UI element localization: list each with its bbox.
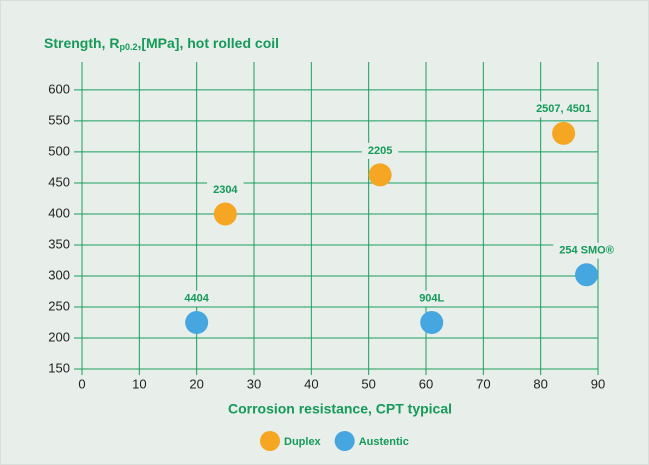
y-tick-label: 250: [48, 298, 70, 313]
chart-title: Strength, Rp0.2,[MPa], hot rolled coil: [44, 35, 279, 53]
x-tick-label: 40: [304, 376, 318, 391]
legend-label: Duplex: [284, 436, 322, 448]
y-tick-label: 300: [48, 267, 70, 282]
x-tick-label: 50: [361, 376, 375, 391]
point: [213, 202, 237, 226]
point: [368, 163, 392, 187]
label-background: [413, 290, 451, 307]
title-subscript: p0.2: [119, 42, 137, 52]
point-label: 2205: [368, 145, 392, 157]
x-tick-label: 80: [533, 376, 547, 391]
point-label: 904L: [419, 292, 444, 304]
label-background: [553, 242, 620, 259]
y-tick-label: 600: [48, 81, 70, 96]
point: [185, 310, 209, 334]
point: [552, 121, 576, 145]
point-label: 2507, 4501: [536, 103, 591, 115]
y-tick-label: 550: [48, 112, 70, 127]
y-tick-label: 500: [48, 143, 70, 158]
legend-label: Austentic: [359, 436, 409, 448]
x-tick-label: 60: [419, 376, 433, 391]
label-background: [207, 181, 244, 198]
point-label: 4404: [184, 292, 209, 304]
legend-marker: [260, 431, 280, 451]
label-background: [361, 142, 399, 159]
point: [575, 263, 599, 287]
title-main: Strength, R: [44, 35, 119, 51]
y-tick-label: 450: [48, 174, 70, 189]
legend-marker: [334, 431, 355, 451]
point: [420, 310, 444, 334]
point-label: 2304: [213, 184, 238, 196]
x-tick-label: 10: [132, 376, 146, 391]
x-axis-title: Corrosion resistance, CPT typical: [228, 401, 452, 417]
y-tick-label: 400: [48, 205, 70, 220]
title-rest: ,[MPa], hot rolled coil: [137, 35, 279, 51]
x-tick-label: 0: [78, 376, 85, 391]
label-background: [530, 101, 598, 118]
y-tick-label: 350: [48, 236, 70, 251]
x-tick-label: 90: [591, 376, 605, 391]
x-tick-label: 70: [476, 376, 490, 391]
y-tick-label: 200: [48, 329, 70, 344]
y-tick-label: 150: [48, 360, 70, 375]
x-tick-label: 20: [189, 376, 203, 391]
x-tick-label: 30: [247, 376, 261, 391]
point-label: 254 SMO®: [559, 245, 614, 257]
label-background: [178, 290, 215, 307]
